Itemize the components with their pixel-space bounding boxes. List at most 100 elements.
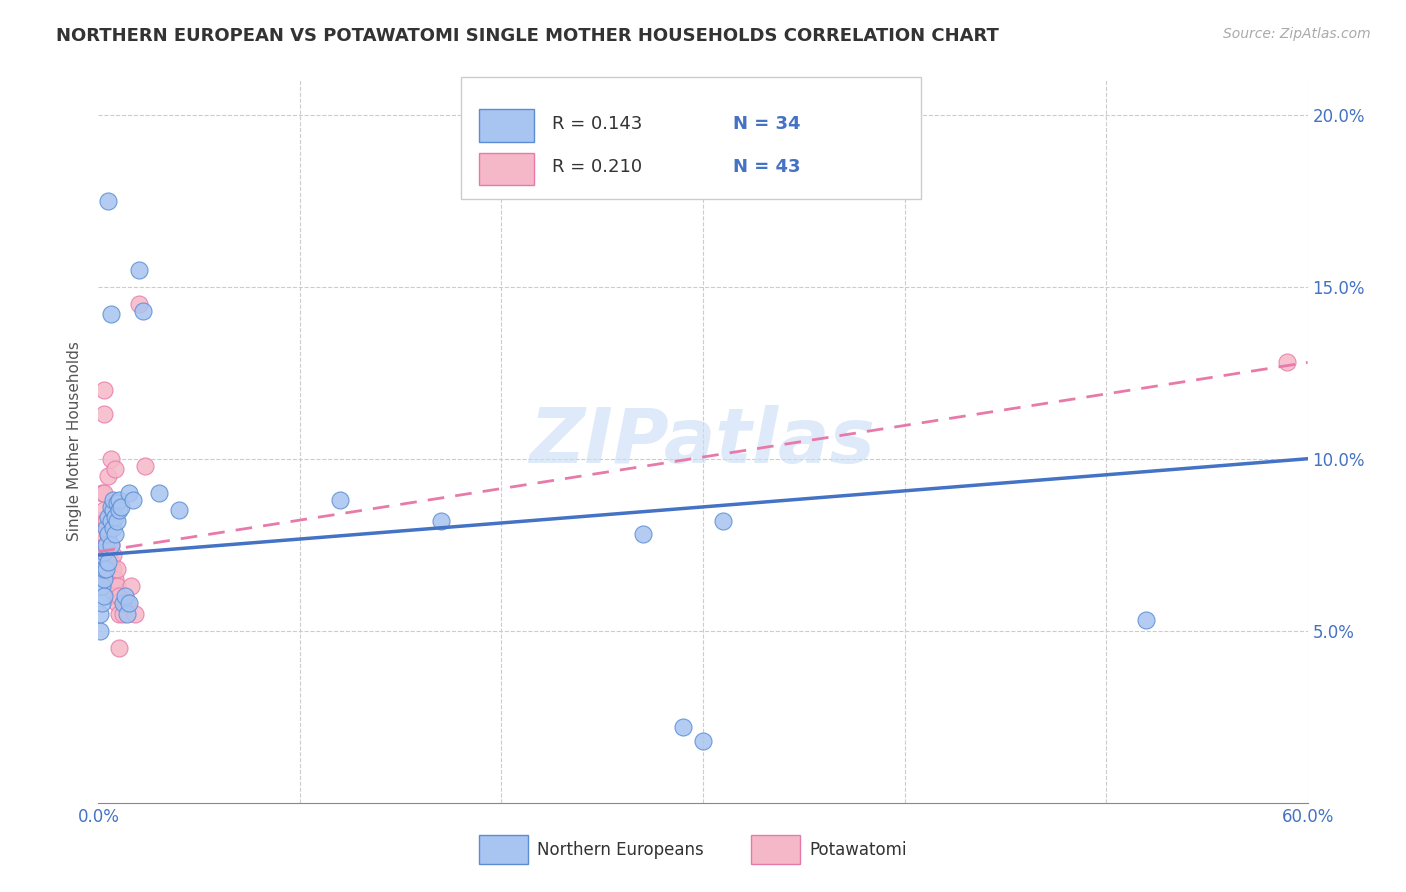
Point bbox=[672, 720, 695, 734]
Point bbox=[100, 500, 122, 514]
Point bbox=[93, 544, 115, 558]
Point bbox=[97, 527, 120, 541]
Point bbox=[101, 579, 124, 593]
Point bbox=[100, 451, 122, 466]
Point bbox=[100, 572, 122, 586]
FancyBboxPatch shape bbox=[479, 109, 534, 142]
Point bbox=[96, 538, 118, 552]
Point bbox=[100, 514, 122, 528]
Point bbox=[100, 307, 122, 321]
Point bbox=[89, 527, 111, 541]
Point bbox=[93, 486, 115, 500]
Point bbox=[91, 486, 114, 500]
Point bbox=[107, 590, 129, 604]
Point bbox=[91, 548, 114, 562]
FancyBboxPatch shape bbox=[479, 153, 534, 185]
Text: ZIPatlas: ZIPatlas bbox=[530, 405, 876, 478]
Point bbox=[93, 572, 115, 586]
Point bbox=[100, 538, 122, 552]
Point bbox=[91, 579, 114, 593]
Point bbox=[124, 607, 146, 621]
Point bbox=[97, 194, 120, 208]
Y-axis label: Single Mother Households: Single Mother Households bbox=[67, 342, 83, 541]
Point bbox=[148, 486, 170, 500]
Point bbox=[93, 590, 115, 604]
Point bbox=[101, 503, 124, 517]
Point bbox=[93, 383, 115, 397]
Point bbox=[100, 538, 122, 552]
Point bbox=[121, 493, 143, 508]
Point bbox=[105, 579, 128, 593]
Point bbox=[134, 458, 156, 473]
Point bbox=[96, 572, 118, 586]
Point bbox=[101, 562, 124, 576]
Point bbox=[711, 514, 734, 528]
Point bbox=[89, 514, 111, 528]
FancyBboxPatch shape bbox=[461, 77, 921, 200]
Point bbox=[115, 607, 138, 621]
Point bbox=[100, 555, 122, 569]
Point bbox=[97, 548, 120, 562]
Point bbox=[101, 548, 124, 562]
Point bbox=[89, 624, 111, 638]
Point bbox=[91, 596, 114, 610]
Text: R = 0.143: R = 0.143 bbox=[551, 115, 643, 133]
Point bbox=[631, 527, 654, 541]
Point bbox=[105, 514, 128, 528]
Point bbox=[97, 562, 120, 576]
Point bbox=[1277, 355, 1299, 369]
Point bbox=[93, 555, 115, 569]
Point bbox=[93, 407, 115, 421]
Point bbox=[91, 562, 114, 576]
Point bbox=[101, 520, 124, 534]
FancyBboxPatch shape bbox=[479, 835, 527, 864]
Text: N = 34: N = 34 bbox=[734, 115, 801, 133]
Point bbox=[89, 607, 111, 621]
Point bbox=[132, 303, 155, 318]
Point bbox=[89, 544, 111, 558]
Point bbox=[110, 500, 132, 514]
Point bbox=[105, 596, 128, 610]
Point bbox=[118, 596, 141, 610]
Text: Source: ZipAtlas.com: Source: ZipAtlas.com bbox=[1223, 27, 1371, 41]
Point bbox=[114, 590, 136, 604]
Point bbox=[118, 486, 141, 500]
Point bbox=[105, 496, 128, 510]
Point bbox=[96, 514, 118, 528]
Text: N = 43: N = 43 bbox=[734, 158, 801, 176]
Point bbox=[430, 514, 453, 528]
Point bbox=[97, 469, 120, 483]
Point bbox=[97, 510, 120, 524]
Point bbox=[101, 493, 124, 508]
Point bbox=[105, 562, 128, 576]
Point bbox=[111, 607, 134, 621]
Text: R = 0.210: R = 0.210 bbox=[551, 158, 643, 176]
Point bbox=[97, 527, 120, 541]
Text: Northern Europeans: Northern Europeans bbox=[537, 841, 704, 859]
Point bbox=[167, 503, 190, 517]
Point bbox=[329, 493, 352, 508]
Point bbox=[120, 579, 142, 593]
Text: NORTHERN EUROPEAN VS POTAWATOMI SINGLE MOTHER HOUSEHOLDS CORRELATION CHART: NORTHERN EUROPEAN VS POTAWATOMI SINGLE M… bbox=[56, 27, 1000, 45]
Point bbox=[96, 538, 118, 552]
FancyBboxPatch shape bbox=[751, 835, 800, 864]
Point bbox=[1135, 614, 1157, 628]
Point bbox=[93, 503, 115, 517]
Point bbox=[103, 590, 125, 604]
Point bbox=[96, 562, 118, 576]
Point bbox=[93, 562, 115, 576]
Point bbox=[93, 527, 115, 541]
Point bbox=[128, 262, 150, 277]
Point bbox=[107, 640, 129, 655]
Point bbox=[91, 520, 114, 534]
Point bbox=[97, 555, 120, 569]
Point bbox=[103, 462, 125, 476]
Point bbox=[115, 596, 138, 610]
Point bbox=[107, 607, 129, 621]
Point bbox=[103, 572, 125, 586]
Point bbox=[91, 538, 114, 552]
Point bbox=[103, 510, 125, 524]
Point bbox=[111, 596, 134, 610]
Point bbox=[103, 527, 125, 541]
Point bbox=[128, 297, 150, 311]
